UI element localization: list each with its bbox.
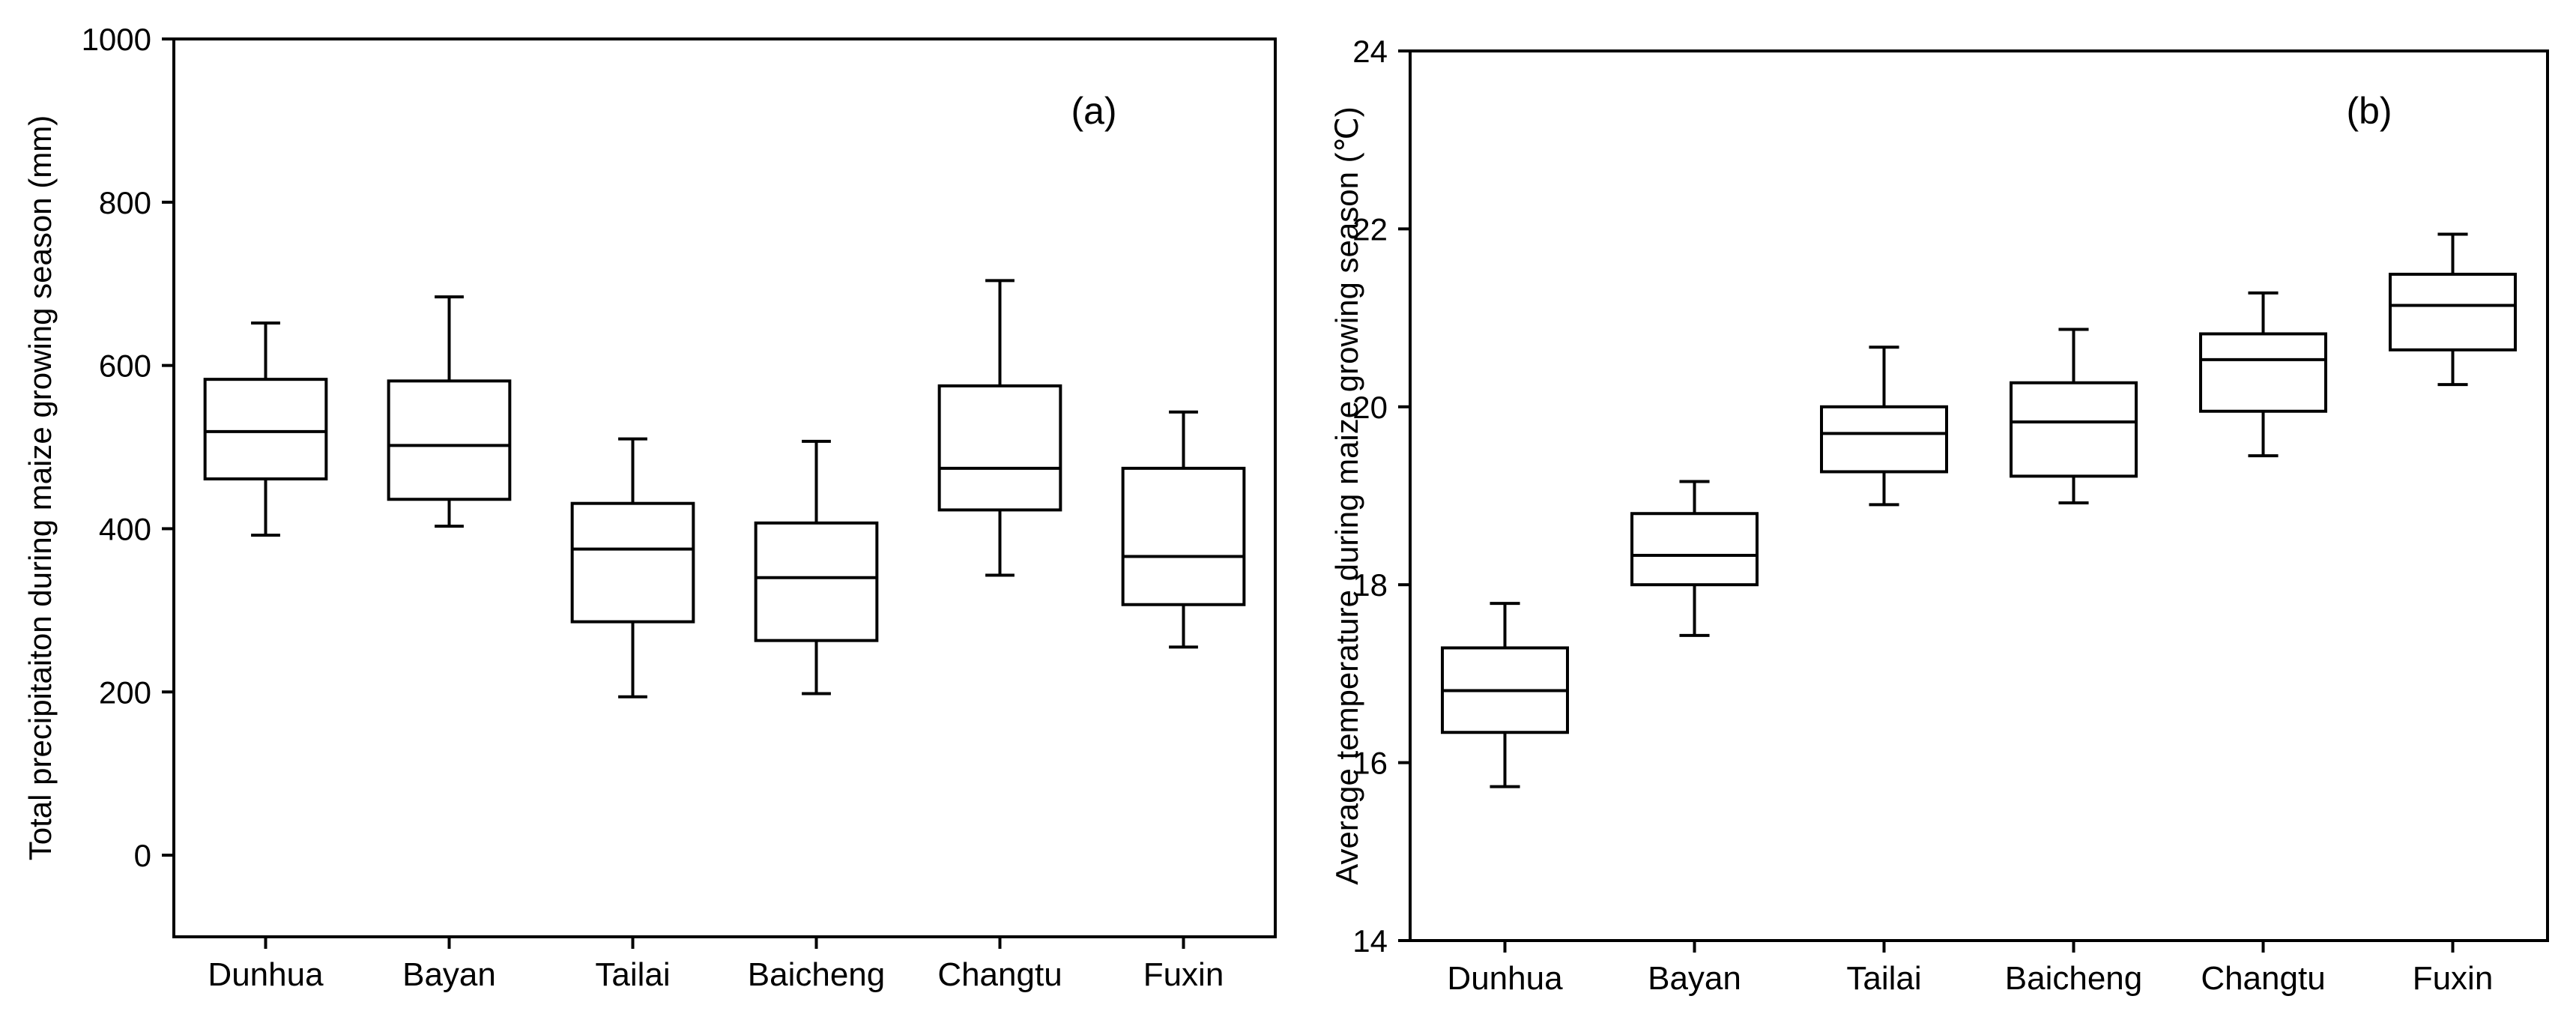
box-changtu — [937, 279, 1062, 577]
box-iqr — [1820, 405, 1948, 474]
x-tick-label: Changtu — [2201, 960, 2325, 997]
x-tick-label: Changtu — [937, 956, 1062, 993]
y-axis-title: Average temperature during maize growing… — [1329, 106, 1364, 885]
box-baicheng — [2010, 328, 2138, 504]
box-changtu — [2199, 291, 2327, 458]
box-iqr — [203, 378, 328, 481]
panel-a: 0 200 400 600 800 1000 Dunhua Bayan Tailai Baiche… — [22, 22, 1277, 993]
box-baicheng — [754, 439, 879, 695]
x-tick-label: Baicheng — [2005, 960, 2142, 997]
panel-tag: (b) — [2346, 90, 2392, 132]
panel-tag: (a) — [1071, 90, 1116, 132]
box-tailai — [570, 437, 695, 698]
y-tick-label: 200 — [99, 675, 151, 710]
x-tick-label: Bayan — [1648, 960, 1741, 997]
y-tick-label: 400 — [99, 511, 151, 546]
y-tick-label: 22 — [1352, 211, 1388, 247]
box-bayan — [387, 295, 512, 528]
x-tick-label: Baicheng — [748, 956, 885, 993]
y-tick-label: 16 — [1352, 746, 1388, 781]
x-tick-label: Bayan — [402, 956, 496, 993]
y-tick-label: 24 — [1352, 34, 1388, 69]
box-iqr — [387, 379, 512, 501]
y-tick-label: 0 — [134, 838, 151, 873]
x-tick-label: Dunhua — [1447, 960, 1563, 997]
plot-frame — [172, 37, 1277, 938]
box-dunhua — [1441, 602, 1569, 788]
box-iqr — [1630, 512, 1759, 587]
box-iqr — [2389, 272, 2517, 351]
box-tailai — [1820, 345, 1948, 507]
box-bayan — [1630, 480, 1759, 637]
x-tick-label: Tailai — [1846, 960, 1921, 997]
plot-frame — [1409, 49, 2549, 942]
y-tick-label: 600 — [99, 348, 151, 384]
box-iqr — [570, 501, 695, 624]
box-iqr — [2199, 332, 2327, 413]
x-tick-label: Tailai — [595, 956, 670, 993]
y-tick-label: 18 — [1352, 567, 1388, 603]
box-iqr — [1121, 466, 1246, 606]
y-tick-label: 800 — [99, 185, 151, 220]
y-axis-title: Total precipitaiton during maize growing… — [22, 115, 58, 860]
box-iqr — [937, 384, 1062, 512]
x-tick-label: Fuxin — [2413, 960, 2494, 997]
y-tick-label: 14 — [1352, 923, 1388, 959]
box-iqr — [2010, 381, 2138, 478]
box-iqr — [754, 521, 879, 642]
box-fuxin — [1121, 410, 1246, 649]
x-tick-label: Dunhua — [208, 956, 324, 993]
y-tick-label: 1000 — [82, 22, 151, 57]
y-tick-label: 20 — [1352, 390, 1388, 425]
panel-b: 14 16 18 20 22 24 Dunhua Bayan Tailai Baicheng Cha… — [1329, 34, 2549, 997]
box-fuxin — [2389, 232, 2517, 387]
box-dunhua — [203, 322, 328, 537]
x-tick-label: Fuxin — [1143, 956, 1224, 993]
